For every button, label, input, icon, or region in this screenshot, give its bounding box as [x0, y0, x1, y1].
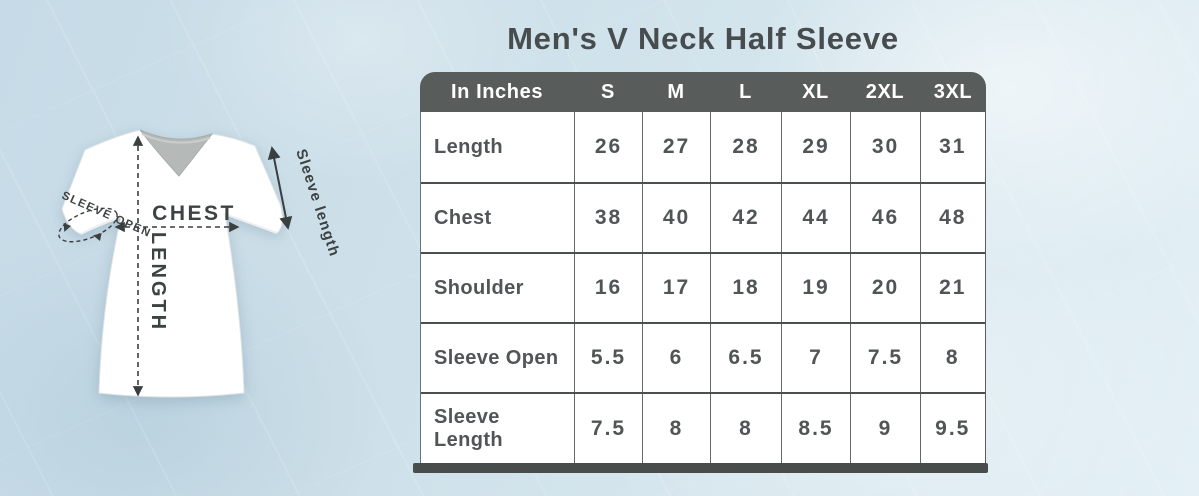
- row-label: Length: [434, 135, 504, 158]
- tshirt-measurement-diagram: CHEST LENGTH SLEEVE OPEN Sleeve length: [58, 129, 343, 398]
- tshirt-body: [61, 129, 283, 398]
- measurement-cell: 30: [850, 112, 920, 182]
- measurement-cell: 16: [574, 254, 642, 322]
- measurement-cell: 7.5: [574, 394, 642, 463]
- tshirt-sleeve-seam-left: [80, 216, 122, 235]
- measurement-cell: 21: [920, 254, 985, 322]
- measurement-cell: 18: [710, 254, 781, 322]
- col-header-m: M: [667, 80, 685, 103]
- measurement-cell: 7: [781, 324, 850, 392]
- table-row-shoulder: Shoulder 16 17 18 19 20 21: [421, 252, 985, 322]
- table-bottom-bar: [413, 463, 988, 473]
- measurement-cell: 7.5: [850, 324, 920, 392]
- measurement-cell: 29: [781, 112, 850, 182]
- sleeve-length-arrow: [267, 146, 293, 230]
- measurement-cell: 31: [920, 112, 985, 182]
- measurement-cell: 8: [920, 324, 985, 392]
- tshirt-collar-seam: [141, 133, 211, 144]
- measurement-cell: 8: [710, 394, 781, 463]
- row-label: Sleeve Open: [434, 346, 559, 369]
- table-row-sleeve-open: Sleeve Open 5.5 6 6.5 7 7.5 8: [421, 322, 985, 392]
- col-header-3xl: 3XL: [933, 80, 973, 103]
- tshirt-illustration: [61, 129, 283, 398]
- sleeve-length-label: Sleeve length: [292, 147, 343, 259]
- col-header-l: L: [739, 80, 752, 103]
- measurement-cell: 48: [920, 184, 985, 252]
- measurement-cell: 20: [850, 254, 920, 322]
- table-row-length: Length 26 27 28 29 30 31: [421, 112, 985, 182]
- measurement-cell: 8: [642, 394, 710, 463]
- unit-header: In Inches: [450, 80, 544, 103]
- measurement-cell: 28: [710, 112, 781, 182]
- sleeve-open-arrowhead-2: [93, 233, 102, 241]
- measurement-cell: 40: [642, 184, 710, 252]
- measurement-cell: 5.5: [574, 324, 642, 392]
- size-table-body: Length 26 27 28 29 30 31 Chest 38 40 42 …: [420, 112, 986, 463]
- row-label: Chest: [434, 206, 492, 229]
- measurement-cell: 9.5: [920, 394, 985, 463]
- measurement-cell: 42: [710, 184, 781, 252]
- sleeve-open-ellipse: [58, 207, 118, 243]
- tshirt-sleeve-seam-right: [224, 213, 278, 234]
- measurement-cell: 46: [850, 184, 920, 252]
- length-label: LENGTH: [147, 232, 169, 332]
- row-label: Shoulder: [434, 276, 524, 299]
- col-header-s: S: [601, 80, 615, 103]
- measurement-cell: 26: [574, 112, 642, 182]
- size-table: In Inches S M L XL 2XL 3XL Length 26 27 …: [413, 72, 988, 473]
- table-row-sleeve-length: Sleeve Length 7.5 8 8 8.5 9 9.5: [421, 392, 985, 463]
- measurement-cell: 6.5: [710, 324, 781, 392]
- measurement-cell: 9: [850, 394, 920, 463]
- chest-label: CHEST: [152, 202, 236, 225]
- measurement-cell: 27: [642, 112, 710, 182]
- row-label: Sleeve Length: [434, 405, 504, 451]
- measurement-cell: 8.5: [781, 394, 850, 463]
- size-table-header: In Inches S M L XL 2XL 3XL: [420, 72, 986, 112]
- col-header-xl: XL: [802, 80, 829, 103]
- measurement-cell: 6: [642, 324, 710, 392]
- measurement-annotations: [58, 135, 293, 397]
- measurement-cell: 38: [574, 184, 642, 252]
- sleeve-open-arrowhead-1: [63, 223, 71, 232]
- page-title: Men's V Neck Half Sleeve: [507, 21, 899, 56]
- measurement-cell: 17: [642, 254, 710, 322]
- measurement-cell: 44: [781, 184, 850, 252]
- col-header-2xl: 2XL: [865, 80, 905, 103]
- measurement-cell: 19: [781, 254, 850, 322]
- table-row-chest: Chest 38 40 42 44 46 48: [421, 182, 985, 252]
